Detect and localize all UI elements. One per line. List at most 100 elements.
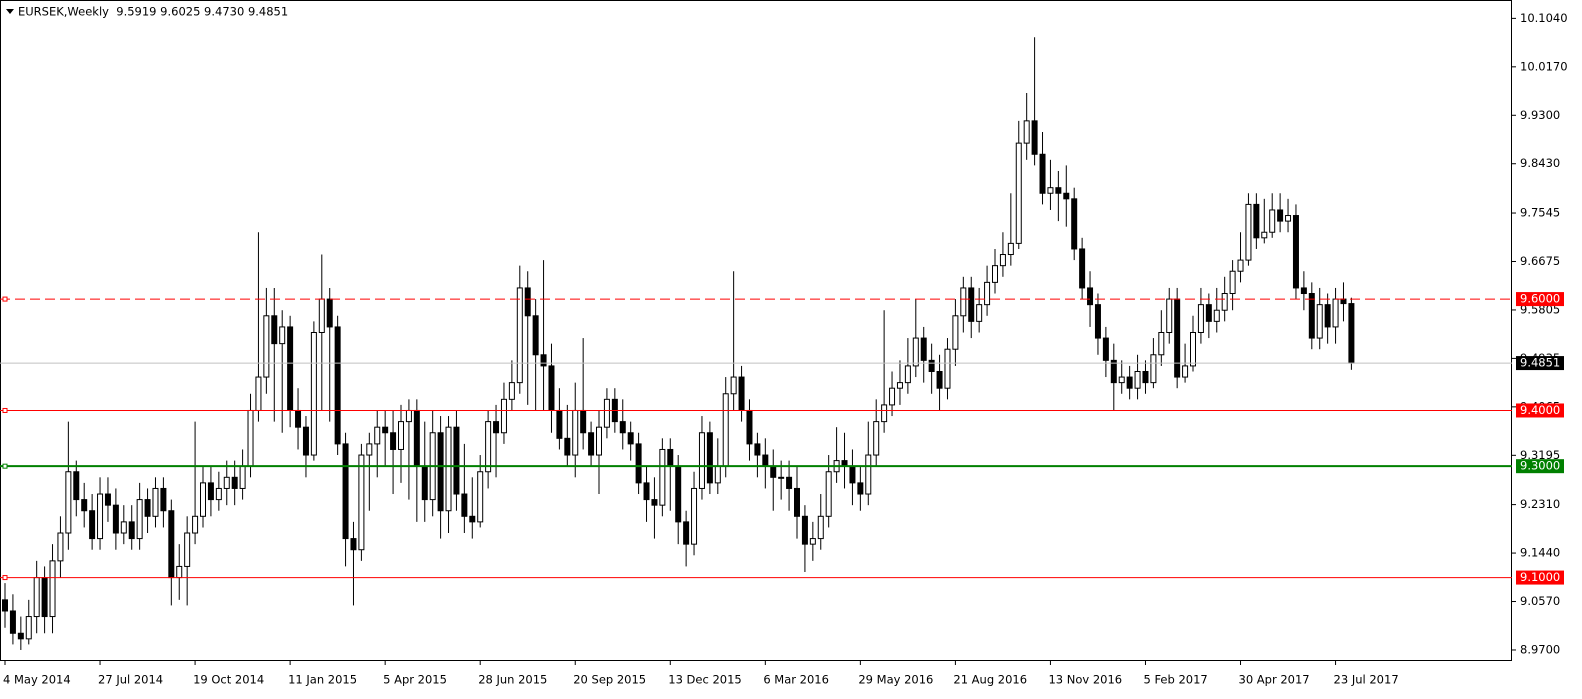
- candle-body: [1213, 309, 1220, 322]
- candle-body: [801, 515, 808, 545]
- y-tick-label: 9.6675: [1520, 254, 1560, 268]
- candle-body: [1071, 198, 1078, 250]
- candle-body: [857, 482, 864, 495]
- candle-body: [128, 521, 135, 540]
- level-box: [1516, 570, 1564, 585]
- last-price-box: [1516, 356, 1564, 371]
- candle-body: [540, 354, 547, 367]
- candle-body: [33, 577, 40, 618]
- candle-body: [809, 538, 816, 545]
- level-box: [1516, 403, 1564, 418]
- y-tick-label: 9.1440: [1520, 546, 1560, 560]
- candle-body: [936, 370, 943, 389]
- candle-body: [706, 432, 713, 484]
- candle-body: [524, 287, 531, 317]
- candle-body: [223, 476, 230, 489]
- candle-body: [390, 432, 397, 450]
- candle-body: [1324, 304, 1331, 328]
- candle-body: [1039, 153, 1046, 194]
- candle-body: [1063, 192, 1070, 200]
- candle-body: [1023, 120, 1030, 144]
- candle-body: [1261, 231, 1268, 239]
- candle-body: [477, 471, 484, 523]
- candle-body: [754, 443, 761, 456]
- x-tick-label: 13 Nov 2016: [1048, 673, 1122, 687]
- candle-body: [1142, 370, 1149, 384]
- candle-body: [730, 376, 737, 395]
- candle-body: [184, 532, 191, 567]
- candle-body: [603, 398, 610, 428]
- candle-body: [1285, 215, 1292, 222]
- candle-body: [374, 426, 381, 445]
- candle-body: [279, 326, 286, 345]
- chart-title: EURSEK,Weekly 9.5919 9.6025 9.4730 9.485…: [18, 5, 288, 19]
- x-tick-label: 30 Apr 2017: [1239, 673, 1310, 687]
- candle-body: [112, 504, 119, 534]
- candle-body: [928, 359, 935, 372]
- x-tick-label: 4 May 2014: [3, 673, 71, 687]
- candle-body: [1007, 242, 1014, 256]
- candle-body: [97, 493, 104, 540]
- candle-body: [1316, 304, 1323, 339]
- x-tick-label: 13 Dec 2015: [668, 673, 741, 687]
- x-tick-label: 5 Feb 2017: [1143, 673, 1207, 687]
- candle-body: [1292, 215, 1299, 289]
- candle-body: [287, 326, 294, 411]
- candle-body: [817, 515, 824, 540]
- candle-body: [89, 510, 96, 540]
- candle-body: [1094, 304, 1101, 339]
- candle-body: [350, 538, 357, 551]
- candle-body: [904, 365, 911, 384]
- candle-body: [215, 487, 222, 501]
- candle-body: [1166, 298, 1173, 333]
- candle-body: [1269, 209, 1276, 233]
- candle-body: [310, 332, 317, 456]
- candle-body: [144, 499, 151, 517]
- candle-body: [160, 487, 167, 512]
- candle-body: [778, 476, 785, 479]
- candle-body: [1332, 298, 1339, 328]
- candle-body: [691, 487, 698, 545]
- candle-body: [896, 382, 903, 389]
- candle-body: [1277, 209, 1284, 222]
- candle-body: [1158, 332, 1165, 356]
- candle-body: [999, 254, 1006, 267]
- candle-body: [1237, 259, 1244, 272]
- candle-body: [1348, 303, 1355, 364]
- candle-body: [17, 632, 24, 640]
- candle-body: [413, 409, 420, 467]
- candle-body: [659, 448, 666, 506]
- candle-body: [1253, 203, 1260, 239]
- candle-body: [738, 376, 745, 411]
- y-tick-label: 9.8430: [1520, 156, 1560, 170]
- candle-body: [952, 315, 959, 350]
- candle-body: [516, 287, 523, 384]
- candle-body: [635, 443, 642, 484]
- candle-body: [1110, 359, 1117, 384]
- candle-body: [532, 315, 539, 356]
- candle-body: [619, 421, 626, 434]
- level-label: 9.3000: [1520, 459, 1560, 473]
- last-price-label: 9.4851: [1520, 356, 1560, 370]
- candle-body: [41, 577, 48, 618]
- candle-body: [247, 409, 254, 467]
- candle-body: [1126, 376, 1133, 389]
- candle-body: [421, 465, 428, 501]
- plot-frame: [0, 0, 1512, 661]
- candle-body: [984, 281, 991, 306]
- candle-body: [263, 315, 270, 378]
- candle-body: [1015, 142, 1022, 244]
- y-tick-label: 9.0570: [1520, 594, 1560, 608]
- candle-body: [295, 409, 302, 428]
- candle-body: [1229, 270, 1236, 295]
- y-tick-label: 9.2310: [1520, 497, 1560, 511]
- candle-body: [683, 521, 690, 545]
- candle-body: [1134, 370, 1141, 389]
- x-tick-label: 19 Oct 2014: [193, 673, 264, 687]
- candle-body: [881, 404, 888, 423]
- x-tick-label: 11 Jan 2015: [288, 673, 357, 687]
- candle-body: [192, 515, 199, 534]
- candle-body: [588, 432, 595, 456]
- candle-body: [239, 465, 246, 489]
